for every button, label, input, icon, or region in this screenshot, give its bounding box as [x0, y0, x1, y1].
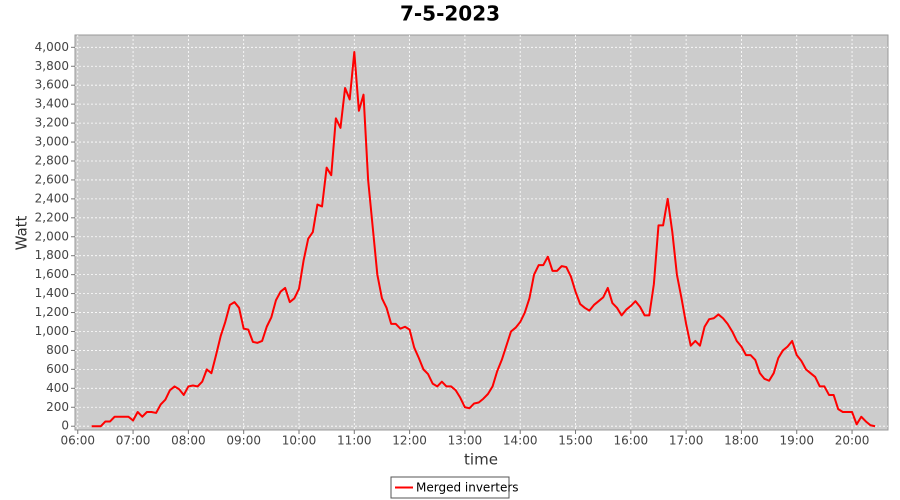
x-tick-label: 13:00 — [448, 434, 483, 448]
y-tick-label: 1,600 — [35, 267, 69, 281]
x-tick-label: 20:00 — [835, 434, 870, 448]
x-tick-label: 15:00 — [558, 434, 593, 448]
x-tick-label: 19:00 — [779, 434, 814, 448]
y-tick-label: 2,200 — [35, 210, 69, 224]
y-tick-label: 1,000 — [35, 324, 69, 338]
y-tick-label: 200 — [46, 400, 69, 414]
x-tick-label: 11:00 — [337, 434, 372, 448]
y-axis-label: Watt — [13, 215, 31, 250]
data-line — [91, 51, 876, 428]
x-tick-label: 10:00 — [282, 434, 317, 448]
x-tick-label: 07:00 — [116, 434, 151, 448]
y-tick-label: 2,600 — [35, 172, 69, 186]
legend-label: Merged inverters — [416, 481, 519, 495]
y-tick-label: 3,800 — [35, 59, 69, 73]
x-tick-label: 06:00 — [60, 434, 95, 448]
x-axis-label: time — [464, 451, 498, 469]
y-tick-label: 800 — [46, 343, 69, 357]
x-tick-label: 09:00 — [226, 434, 261, 448]
x-tick-label: 14:00 — [503, 434, 538, 448]
x-tick-label: 18:00 — [724, 434, 759, 448]
y-tick-label: 2,800 — [35, 153, 69, 167]
legend: Merged inverters — [390, 476, 519, 499]
chart-title: 7-5-2023 — [400, 2, 500, 26]
legend-box — [390, 476, 510, 499]
y-tick-label: 2,400 — [35, 191, 69, 205]
y-tick-label: 4,000 — [35, 40, 69, 54]
y-tick-label: 0 — [61, 419, 69, 433]
x-tick-label: 17:00 — [669, 434, 704, 448]
x-tick-label: 16:00 — [614, 434, 649, 448]
plot-area — [74, 34, 889, 431]
x-tick-label: 08:00 — [171, 434, 206, 448]
y-tick-label: 3,000 — [35, 135, 69, 149]
y-tick-label: 1,400 — [35, 286, 69, 300]
y-tick-label: 1,800 — [35, 248, 69, 262]
y-tick-label: 3,400 — [35, 97, 69, 111]
x-tick-label: 12:00 — [392, 434, 427, 448]
y-tick-label: 600 — [46, 362, 69, 376]
y-tick-label: 3,600 — [35, 78, 69, 92]
y-tick-label: 400 — [46, 381, 69, 395]
y-tick-label: 1,200 — [35, 305, 69, 319]
y-tick-label: 3,200 — [35, 116, 69, 130]
y-tick-label: 2,000 — [35, 229, 69, 243]
